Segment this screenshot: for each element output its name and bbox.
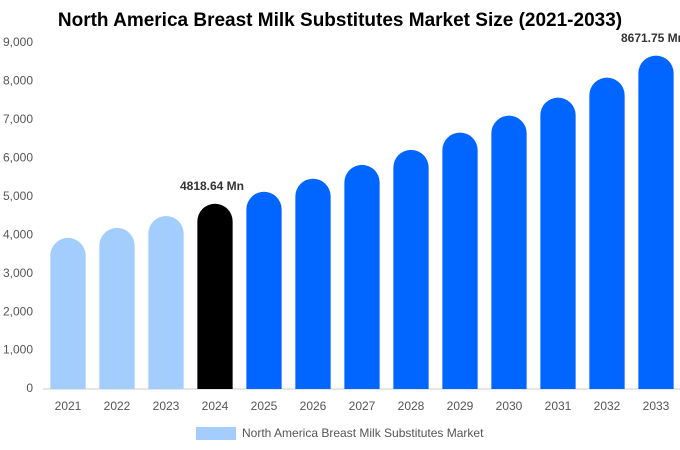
y-tick-label: 8,000 xyxy=(3,74,33,88)
x-tick-label: 2026 xyxy=(300,399,327,413)
y-tick-label: 4,000 xyxy=(3,227,33,241)
y-tick-label: 1,000 xyxy=(3,343,33,357)
y-tick-label: 0 xyxy=(26,381,33,395)
y-tick-label: 3,000 xyxy=(3,266,33,280)
bar xyxy=(540,97,576,390)
bar xyxy=(589,77,625,390)
bar xyxy=(148,216,184,389)
x-tick-label: 2021 xyxy=(55,399,82,413)
x-tick-label: 2033 xyxy=(643,399,670,413)
bar xyxy=(295,178,331,389)
x-tick-label: 2031 xyxy=(545,399,572,413)
x-tick-label: 2024 xyxy=(202,399,229,413)
x-tick-label: 2023 xyxy=(153,399,180,413)
bar xyxy=(442,132,478,389)
bar xyxy=(491,115,527,389)
y-tick-label: 7,000 xyxy=(3,112,33,126)
chart-title: North America Breast Milk Substitutes Ma… xyxy=(58,10,622,31)
y-tick-label: 5,000 xyxy=(3,189,33,203)
x-tick-label: 2027 xyxy=(349,399,376,413)
x-tick-label: 2025 xyxy=(251,399,278,413)
bar xyxy=(344,164,380,389)
y-tick-label: 6,000 xyxy=(3,151,33,165)
x-tick-label: 2028 xyxy=(398,399,425,413)
bar xyxy=(393,149,429,389)
bar xyxy=(99,227,135,389)
legend-swatch xyxy=(196,427,236,440)
x-tick-label: 2029 xyxy=(447,399,474,413)
x-tick-label: 2032 xyxy=(594,399,621,413)
bar xyxy=(638,55,674,389)
y-tick-label: 9,000 xyxy=(3,35,33,49)
legend-label: North America Breast Milk Substitutes Ma… xyxy=(242,426,484,440)
bar xyxy=(246,191,282,389)
x-tick-label: 2030 xyxy=(496,399,523,413)
y-tick-label: 2,000 xyxy=(3,304,33,318)
bar xyxy=(197,203,233,389)
bar xyxy=(50,237,86,389)
x-tick-label: 2022 xyxy=(104,399,131,413)
value-label: 8671.75 Mn xyxy=(621,31,680,45)
value-label: 4818.64 Mn xyxy=(180,179,244,193)
